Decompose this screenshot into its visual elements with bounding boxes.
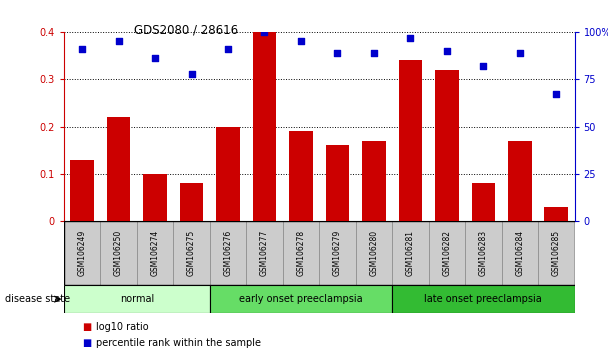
Text: log10 ratio: log10 ratio — [96, 322, 149, 332]
Bar — [392, 285, 575, 313]
Bar — [289, 131, 313, 221]
Text: normal: normal — [120, 294, 154, 304]
Point — [260, 29, 269, 35]
Point — [223, 46, 233, 52]
Bar — [283, 221, 319, 285]
Bar — [137, 221, 173, 285]
Bar — [64, 221, 100, 285]
Text: GSM106277: GSM106277 — [260, 230, 269, 276]
Text: GSM106283: GSM106283 — [479, 230, 488, 276]
Bar — [325, 145, 349, 221]
Text: percentile rank within the sample: percentile rank within the sample — [96, 338, 261, 348]
Text: GSM106249: GSM106249 — [78, 230, 86, 276]
Bar — [429, 221, 465, 285]
Text: GSM106284: GSM106284 — [516, 230, 524, 276]
Bar — [106, 117, 130, 221]
Bar — [399, 60, 422, 221]
Point — [406, 35, 415, 40]
Text: GSM106280: GSM106280 — [370, 230, 378, 276]
Point — [333, 50, 342, 56]
Bar — [538, 221, 575, 285]
Bar — [362, 141, 385, 221]
Text: GSM106281: GSM106281 — [406, 230, 415, 276]
Bar — [544, 207, 568, 221]
Bar — [173, 221, 210, 285]
Bar — [356, 221, 392, 285]
Bar — [180, 183, 203, 221]
Bar — [210, 285, 392, 313]
Text: GSM106285: GSM106285 — [552, 230, 561, 276]
Point — [296, 39, 306, 44]
Point — [515, 50, 525, 56]
Point — [551, 92, 561, 97]
Bar — [508, 141, 531, 221]
Text: late onset preeclampsia: late onset preeclampsia — [424, 294, 542, 304]
Bar — [246, 221, 283, 285]
Text: ■: ■ — [82, 322, 91, 332]
Text: disease state: disease state — [5, 294, 70, 304]
Text: GSM106250: GSM106250 — [114, 230, 123, 276]
Text: GSM106274: GSM106274 — [151, 230, 159, 276]
Point — [369, 50, 379, 56]
Point — [478, 63, 488, 69]
Text: GSM106282: GSM106282 — [443, 230, 451, 276]
Bar — [471, 183, 495, 221]
Point — [114, 39, 123, 44]
Text: GSM106278: GSM106278 — [297, 230, 305, 276]
Bar — [435, 70, 458, 221]
Point — [442, 48, 452, 53]
Text: GSM106275: GSM106275 — [187, 230, 196, 276]
Bar — [502, 221, 538, 285]
Text: GSM106276: GSM106276 — [224, 230, 232, 276]
Text: GDS2080 / 28616: GDS2080 / 28616 — [134, 23, 238, 36]
Bar — [70, 160, 94, 221]
Point — [77, 46, 87, 52]
Bar — [252, 32, 276, 221]
Bar — [392, 221, 429, 285]
Text: ■: ■ — [82, 338, 91, 348]
Text: early onset preeclampsia: early onset preeclampsia — [239, 294, 363, 304]
Bar — [100, 221, 137, 285]
Bar — [64, 285, 210, 313]
Bar — [216, 127, 240, 221]
Point — [150, 56, 160, 61]
Bar — [143, 174, 167, 221]
Bar — [465, 221, 502, 285]
Bar — [210, 221, 246, 285]
Bar — [319, 221, 356, 285]
Text: GSM106279: GSM106279 — [333, 230, 342, 276]
Point — [187, 71, 196, 76]
